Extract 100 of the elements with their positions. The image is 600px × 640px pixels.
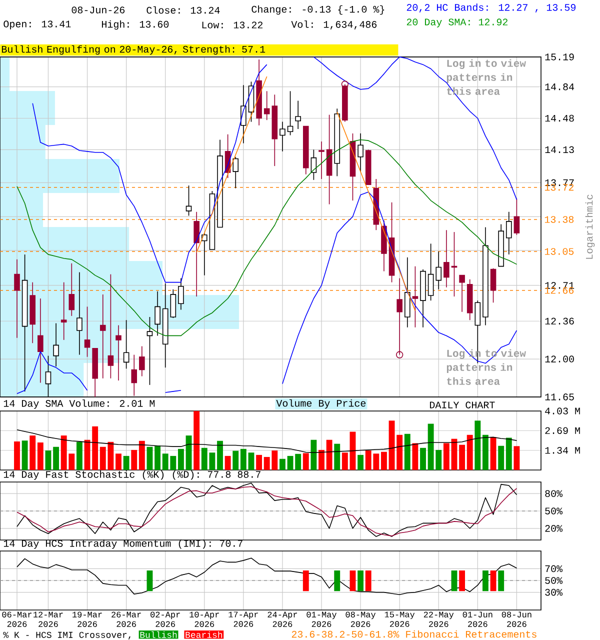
candlestick: [194, 211, 200, 297]
x-tick-label: 08-Jun 2026: [502, 612, 532, 627]
x-tick-label: 02-Apr 2026: [150, 612, 180, 627]
candlestick: [146, 316, 153, 386]
text: Bullish Engulfing on 20-May-26, Strength: 57.1: [2, 45, 266, 55]
bar: [506, 438, 512, 470]
chart-title: 14 Day SMA Volume: 2.01 M: [4, 399, 155, 409]
y-tick-label: 80%: [545, 490, 563, 497]
candlestick: [295, 100, 301, 130]
bar: [186, 435, 192, 470]
candlestick: [240, 84, 246, 144]
bar: [404, 434, 410, 470]
y-tick-label: 50%: [545, 508, 563, 514]
bar: [318, 450, 324, 470]
bar: [84, 440, 90, 470]
bar: [131, 450, 138, 470]
bar: [420, 448, 426, 470]
candlestick: [412, 266, 418, 328]
x-tick-label: 01-May 2026: [306, 612, 337, 627]
candlestick: [436, 251, 442, 290]
y-tick-label: 14.13: [545, 146, 574, 154]
bar: [459, 444, 466, 470]
y-tick-label: 30%: [545, 588, 563, 596]
candlestick: [444, 230, 450, 288]
text: Bearish: [186, 631, 222, 638]
bar: [76, 442, 82, 470]
candlestick: [490, 268, 496, 304]
bar: [396, 434, 403, 470]
bar: [498, 446, 504, 470]
bar: [443, 443, 450, 470]
candlestick: [131, 354, 138, 396]
y-tick-label: 12.00: [545, 356, 574, 362]
y-tick-label: 14.84: [545, 83, 574, 90]
ref-line-label: 13.72: [544, 184, 574, 191]
ref-line-label: 13.05: [544, 248, 574, 255]
bar: [22, 440, 28, 470]
bar: [334, 444, 340, 470]
y-axis-title: Logarithmic: [585, 194, 595, 259]
bar: [490, 437, 496, 470]
x-tick-label: 26-Mar 2026: [112, 612, 141, 627]
bar: [310, 440, 317, 470]
candlestick: [53, 322, 59, 367]
text: Change: -0.13 {-1.0 %}: [252, 5, 384, 15]
x-tick-label: 06-Mar 2026: [2, 612, 32, 627]
candlestick: [170, 288, 176, 318]
y-tick-label: 4.03 M: [545, 408, 580, 414]
bar: [466, 434, 473, 470]
text: 23.6-38.2-50-61.8% Fibonacci Retracements: [292, 630, 536, 638]
text: 20,2 HC Bands: 12.27 , 13.59: [406, 3, 576, 13]
candlestick: [514, 198, 520, 236]
candlestick: [287, 90, 294, 136]
bar: [178, 448, 184, 470]
bar: [381, 452, 387, 470]
bar: [154, 446, 161, 470]
legend-title: % K - HCS IMI Crossover,: [3, 632, 130, 640]
candlestick: [38, 298, 44, 384]
candlestick: [264, 90, 270, 120]
text: DAILY CHART: [430, 402, 495, 408]
x-tick-label: 17-Apr 2026: [228, 612, 258, 627]
bar: [326, 440, 332, 470]
bar: [138, 440, 145, 470]
text: Volume By Price: [276, 399, 366, 409]
bar: [412, 443, 418, 470]
candlestick: [506, 211, 512, 255]
text: 08-Jun-26: [72, 6, 125, 14]
bar: [217, 440, 223, 470]
bar: [146, 446, 153, 470]
chart-title: 14 Day HCS Intraday Momentum (IMI): 70.7: [4, 539, 242, 549]
y-tick-label: 2.69 M: [545, 427, 580, 434]
x-tick-label: 08-May 2026: [346, 612, 376, 627]
bar: [232, 450, 239, 470]
x-tick-label: 15-May 2026: [384, 612, 415, 627]
candlestick: [60, 282, 67, 340]
bar: [358, 454, 364, 470]
bar: [45, 450, 52, 470]
candlestick: [280, 121, 286, 152]
y-tick-label: 50%: [545, 577, 563, 584]
text: Open: 13.41: [4, 20, 71, 30]
text: Close: 13.24: [146, 6, 220, 14]
candlestick: [428, 243, 434, 301]
bar: [248, 452, 254, 470]
bar: [342, 452, 348, 470]
candlestick: [76, 272, 82, 356]
candlestick: [14, 259, 20, 338]
bar: [280, 458, 286, 470]
bar: [388, 420, 395, 470]
bar: [53, 446, 60, 470]
y-tick-label: 12.36: [545, 318, 574, 325]
bar: [474, 420, 481, 470]
candlestick: [116, 324, 122, 381]
bar: [287, 456, 294, 470]
bar: [14, 441, 20, 470]
x-tick-label: 22-May 2026: [424, 612, 454, 627]
y-tick-label: 11.65: [545, 394, 574, 400]
bar: [350, 432, 356, 470]
y-tick-label: 14.48: [545, 114, 574, 122]
y-tick-label: 20%: [545, 525, 563, 532]
x-tick-label: 24-Apr 2026: [268, 612, 298, 627]
bar: [92, 426, 98, 470]
candlestick: [68, 262, 75, 316]
